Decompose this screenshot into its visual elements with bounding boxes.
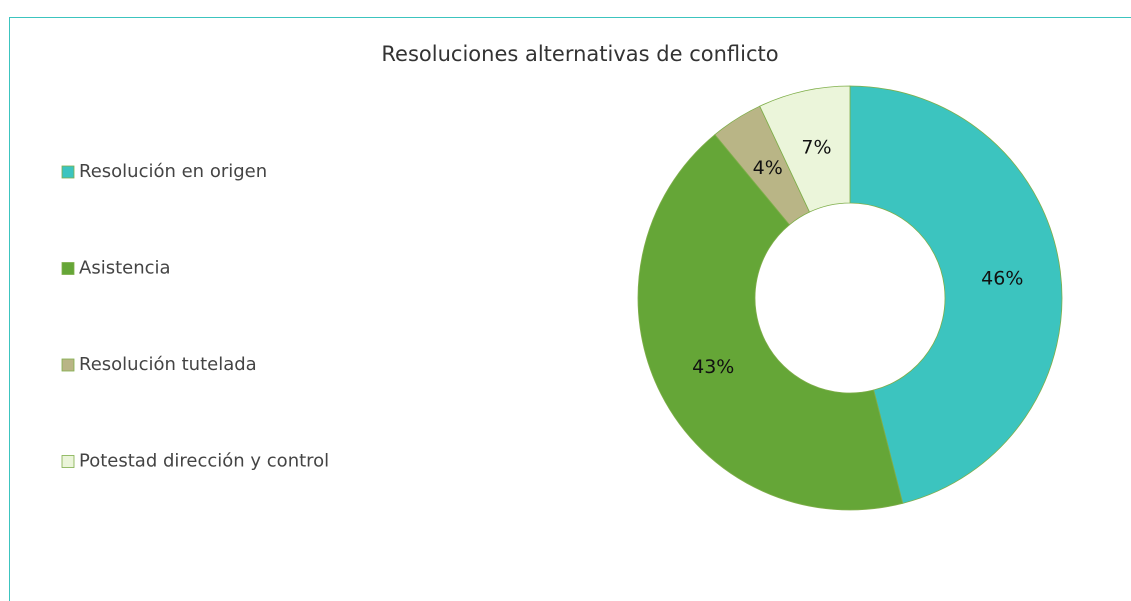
legend-label: Potestad dirección y control xyxy=(79,451,329,472)
donut-slice xyxy=(849,85,1063,504)
legend-swatch xyxy=(61,358,75,372)
donut-slice xyxy=(637,134,904,511)
data-label: 7% xyxy=(801,137,831,159)
legend-label: Asistencia xyxy=(79,258,171,279)
legend-label: Resolución en origen xyxy=(79,161,267,182)
donut-slice xyxy=(759,85,851,213)
legend-swatch xyxy=(61,165,75,179)
frame xyxy=(9,17,1131,601)
data-label: 4% xyxy=(753,157,783,179)
chart-title: Resoluciones alternativas de conflicto xyxy=(381,42,778,66)
legend-swatch xyxy=(61,262,75,275)
data-label: 43% xyxy=(692,356,734,378)
legend-swatch xyxy=(61,455,75,468)
legend-label: Resolución tutelada xyxy=(79,354,257,375)
data-label: 46% xyxy=(981,267,1023,289)
